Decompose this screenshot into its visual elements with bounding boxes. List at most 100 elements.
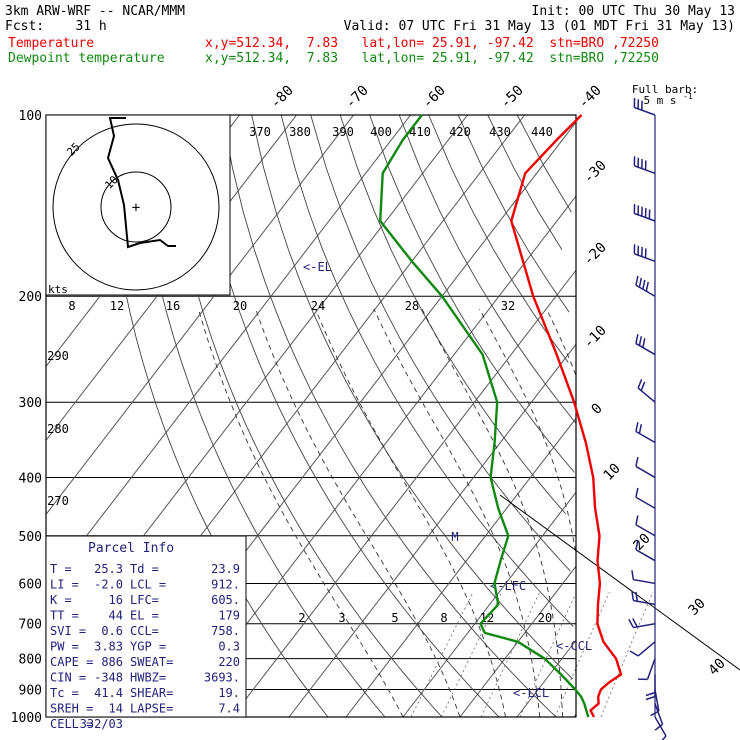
wind-barb <box>635 515 656 537</box>
dry-adiabat <box>192 114 500 718</box>
hodograph-speed-label: 24 <box>311 299 325 313</box>
parcel-info-value: 3.83 <box>94 640 123 654</box>
parcel-info-value: 25.3 <box>94 562 123 576</box>
hodograph-center-icon: + <box>132 200 140 216</box>
temperature-location-info: x,y=512.34, 7.83 lat,lon= 25.91, -97.42 … <box>205 36 659 51</box>
pressure-tick-label: 300 <box>19 396 42 411</box>
moist-adiabat <box>255 308 461 718</box>
parcel-info-value: 44 <box>109 609 123 623</box>
parcel-info-label: K = <box>50 593 72 607</box>
wind-barb <box>635 422 656 444</box>
dry-adiabat <box>339 114 567 515</box>
parcel-info-value: 605. <box>211 593 240 607</box>
el-marker: <-EL <box>303 260 332 274</box>
parcel-info-value: 41.4 <box>94 686 123 700</box>
isotherm-line <box>516 640 577 718</box>
dewpoint-location-info: x,y=512.34, 7.83 lat,lon= 25.91, -97.42 … <box>205 51 659 66</box>
hodograph-ring <box>100 171 172 243</box>
pressure-tick-label: 500 <box>19 530 42 545</box>
parcel-info-label: SREH = <box>50 702 93 716</box>
mixing-ratio-label: 20 <box>538 611 552 625</box>
lfc-marker: <-LFC <box>490 579 526 593</box>
pressure-tick-label: 200 <box>19 290 42 305</box>
parcel-info-value: 7.4 <box>218 702 240 716</box>
parcel-info-value: 758. <box>211 624 240 638</box>
isotherm-label: -10 <box>581 323 610 352</box>
parcel-info-value: 220 <box>218 655 240 669</box>
wind-barb <box>635 334 656 356</box>
wind-barb <box>631 591 656 606</box>
isotherm-label: 10 <box>601 461 624 484</box>
theta-label: 410 <box>409 125 431 139</box>
isotherm-label: -80 <box>268 83 297 112</box>
parcel-info-label: Tc = <box>50 686 79 700</box>
isotherm-label: -70 <box>343 83 372 112</box>
pressure-tick-label: 1000 <box>11 711 42 726</box>
pressure-tick-label: 900 <box>19 683 42 698</box>
theta-label: 380 <box>289 125 311 139</box>
theta-label: 370 <box>249 125 271 139</box>
hodograph-speed-label: 32 <box>501 299 515 313</box>
dry-adiabat <box>487 114 563 251</box>
parcel-info-value: 3693. <box>204 671 240 685</box>
mixing-ratio-line <box>519 591 577 718</box>
mixing-ratio-label: 8 <box>440 611 447 625</box>
theta-label: 270 <box>47 494 69 508</box>
isotherm-label: -40 <box>576 83 605 112</box>
parcel-info-value: 912. <box>211 578 240 592</box>
parcel-info-value: 16 <box>109 593 123 607</box>
dry-adiabat <box>398 114 577 424</box>
theta-label: 400 <box>370 125 392 139</box>
dry-adiabat <box>310 114 571 572</box>
wind-barb <box>635 275 656 297</box>
wind-barb <box>628 618 656 629</box>
moist-adiabat <box>315 308 507 718</box>
moist-adiabat <box>373 308 541 718</box>
wind-barb <box>633 244 656 263</box>
parcel-info-label: LFC= <box>130 593 159 607</box>
dry-adiabat <box>280 114 574 627</box>
isotherm-label: -30 <box>581 158 610 187</box>
wind-barb <box>637 658 656 681</box>
mixing-ratio-label: 3 <box>338 611 345 625</box>
isotherm-line <box>231 269 577 718</box>
barb-legend-exponent: -1 <box>683 92 693 101</box>
wind-barb <box>633 203 656 222</box>
dewpoint-trace <box>379 114 590 718</box>
hodograph-speed-label: 8 <box>68 299 75 313</box>
hodograph-trace <box>106 117 176 249</box>
theta-label: 420 <box>449 125 471 139</box>
parcel-info-value: -348 <box>94 671 123 685</box>
chart-frame <box>45 114 577 718</box>
temperature-trace <box>510 114 623 718</box>
theta-label: 430 <box>489 125 511 139</box>
model-label: 3km ARW-WRF -- NCAR/MMM <box>5 4 186 19</box>
temperature-legend-label: Temperature <box>8 36 95 51</box>
moist-adiabat <box>546 308 577 375</box>
barb-legend-title: Full barb: <box>632 83 698 96</box>
wind-barb <box>637 378 656 403</box>
moist-adiabat <box>479 308 576 552</box>
mixing-ratio-line <box>410 591 474 718</box>
pressure-tick-label: 400 <box>19 471 42 486</box>
dry-adiabat <box>162 114 443 718</box>
isotherm-label: -60 <box>420 83 449 112</box>
dry-adiabat <box>457 114 570 313</box>
parcel-info-label: EL = <box>130 609 159 623</box>
dewpoint-legend-label: Dewpoint temperature <box>8 51 165 66</box>
parcel-info-label: Td = <box>130 562 159 576</box>
parcel-info-label: CCL= <box>130 624 159 638</box>
hodograph-speed-label: 28 <box>405 299 419 313</box>
init-label: Init: 00 UTC Thu 30 May 13 <box>531 4 736 19</box>
wind-barb <box>633 156 656 175</box>
hodograph-speed-label: 20 <box>233 299 247 313</box>
parcel-info-label: T = <box>50 562 72 576</box>
mixing-ratio-line <box>480 591 541 718</box>
wind-barb <box>629 641 656 657</box>
parcel-mark: M <box>451 530 458 544</box>
dry-adiabat <box>221 114 557 718</box>
dry-adiabat <box>251 114 574 680</box>
theta-label: 280 <box>47 422 69 436</box>
pressure-tick-label: 100 <box>19 109 42 124</box>
parcel-info-label: SVI = <box>50 624 86 638</box>
